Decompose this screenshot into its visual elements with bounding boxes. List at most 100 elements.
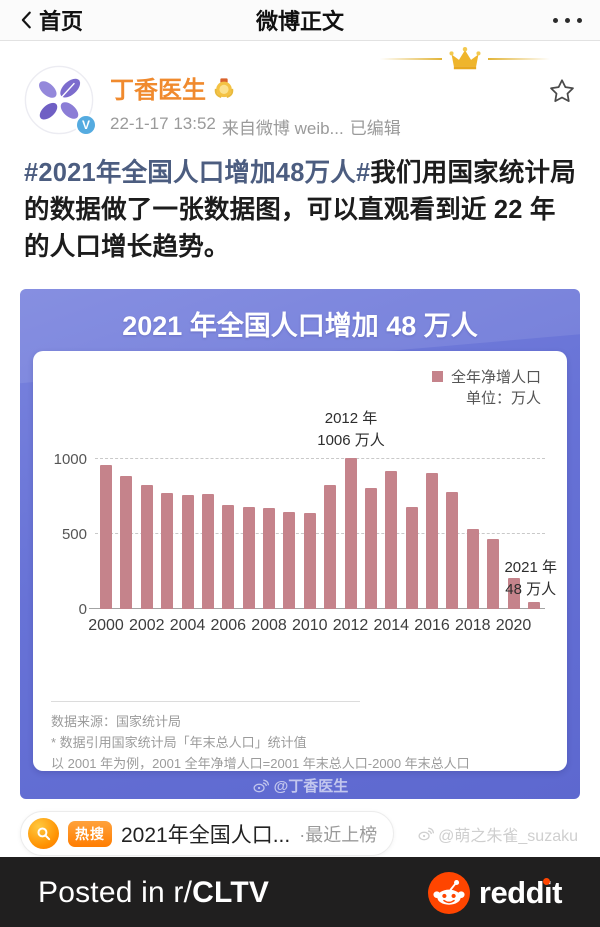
more-options-button[interactable] [551,12,584,29]
y-tick-1000: 1000 [53,451,87,468]
footnote-line: * 数据引用国家统计局「年末总人口」统计值 [51,735,307,750]
bar-2000 [100,465,112,609]
chart-image[interactable]: 2021 年全国人口增加 48 万人 全年净增人口 单位：万人 1000 500… [20,289,580,799]
bar-2004 [181,495,194,609]
bar-2001 [120,476,133,609]
watermark-handle: @萌之朱雀_suzaku [438,827,578,845]
post-header: V 丁香医生 22-1-17 13:52 来自微博 weib... [24,65,576,139]
bar-2006 [222,505,235,609]
bar-2008 [263,508,275,609]
x-tick-2000: 2000 [88,617,124,634]
chart-title: 2021 年全国人口增加 48 万人 [122,311,478,341]
footnote-line: 数据来源：国家统计局 [51,714,182,729]
chart-card: 全年净增人口 单位：万人 1000 500 0 2012 年 1006 万人 [33,351,567,771]
x-tick-2002: 2002 [128,617,165,634]
annotation-2012: 2012 年 1006 万人 [317,410,385,449]
star-icon [550,79,574,103]
reddit-banner: Posted in r/CLTV reddit [0,857,600,927]
y-tick-500: 500 [61,526,87,543]
page-title: 微博正文 [255,9,345,34]
footnote-line: 以 2001 年为例，2001 全年净增人口=2001 年末总人口-2000 年… [51,756,470,771]
x-tick-2010: 2010 [291,617,328,634]
hashtag-link[interactable]: #2021年全国人口增加48万人# [24,159,371,187]
posted-in-label: Posted in r/CLTV [38,876,270,909]
bar-2010 [303,513,316,609]
chart-legend: 全年净增人口 [431,365,541,387]
x-tick-2020: 2020 [495,617,532,634]
reddit-brand: reddit [427,872,563,914]
subreddit-name: CLTV [192,876,270,909]
hotsearch-title: 2021年全国人口... [121,823,291,847]
bar-2011 [324,485,337,609]
bar-2012 [344,458,357,609]
bar-2021 [527,602,540,609]
x-tick-2018: 2018 [454,617,491,634]
hotsearch-row: 热搜 2021年全国人口... ·最近上榜 @萌之朱雀_suzaku [20,810,580,857]
weibo-logo-icon [253,779,269,793]
y-tick-0: 0 [78,601,87,618]
crown-ornament [380,46,550,72]
x-tick-2016: 2016 [414,617,450,634]
x-tick-2004: 2004 [169,617,206,634]
unit-label: 单位：万人 [465,390,541,407]
bar-2002 [140,485,153,609]
bar-2018 [466,529,479,609]
verified-v-badge: V [75,114,97,136]
author-block: 丁香医生 22-1-17 13:52 来自微博 weib... 已编辑 [110,65,401,139]
weibo-logo-icon [418,827,435,841]
edited-label: 已编辑 [349,119,401,138]
source-link[interactable]: 来自微博 weib... [221,119,344,138]
ornament-line [488,58,550,60]
dxy-flower-logo [24,65,94,135]
dot-icon [565,17,570,23]
post-meta: 22-1-17 13:52 来自微博 weib... 已编辑 [110,114,401,139]
x-tick-2006: 2006 [210,617,247,634]
ornament-line [380,58,442,60]
chart-footnotes: 数据来源：国家统计局 * 数据引用国家统计局「年末总人口」统计值 以 2001 … [51,711,549,774]
top-nav-bar: 首页 微博正文 [0,0,600,41]
footnote-divider [51,701,360,702]
bar-2013 [364,488,377,609]
crown-icon [448,46,482,72]
bar-2005 [201,494,214,609]
bar-2016 [426,473,438,609]
x-tick-2021 [528,617,540,635]
hotsearch-status: ·最近上榜 [299,824,378,845]
favorite-star-button[interactable] [548,77,576,105]
author-name[interactable]: 丁香医生 [110,77,206,104]
x-tick-2008: 2008 [251,617,287,634]
bar-2007 [242,507,255,609]
bar-2014 [385,471,398,609]
bar-2017 [446,492,459,609]
legend-swatch [431,370,443,382]
x-axis-line [89,608,545,609]
gold-medal-badge-icon [213,77,235,99]
bar-2015 [405,507,418,609]
back-button[interactable]: 首页 [16,4,83,36]
annotation-2021: 2021 年 48 万人 [504,559,557,598]
bar-2003 [161,493,174,609]
bar-series [95,458,545,609]
bar-2020 [507,578,520,609]
chevron-left-icon [16,9,38,31]
chart-author-watermark: @丁香医生 [20,772,580,799]
plot-area: 1000 500 0 2012 年 1006 万人 2021 年 48 万人 [54,410,557,635]
screenshot-watermark: @萌之朱雀_suzaku [417,822,578,846]
reddit-logo-icon [427,872,470,914]
hot-search-icon [28,818,59,849]
dot-icon [577,17,582,23]
x-tick-2012: 2012 [332,617,369,634]
x-axis-labels: 2000 2002 2004 2006 2008 2010 2012 2014 2016 2018… [88,617,545,635]
post-body: #2021年全国人口增加48万人#我们用国家统计局的数据做了一张数据图，可以直观… [24,155,576,266]
timestamp: 22-1-17 13:52 [110,114,216,133]
bar-2009 [283,512,296,609]
legend-label: 全年净增人口 [450,368,541,386]
gridline-1000 [95,458,545,459]
reddit-wordmark: reddit [478,875,563,910]
avatar[interactable]: V [24,65,97,136]
dot-icon [553,17,558,23]
gridline-500 [95,533,545,534]
hotsearch-pill[interactable]: 热搜 2021年全国人口... ·最近上榜 [20,811,395,856]
back-label: 首页 [39,9,84,34]
